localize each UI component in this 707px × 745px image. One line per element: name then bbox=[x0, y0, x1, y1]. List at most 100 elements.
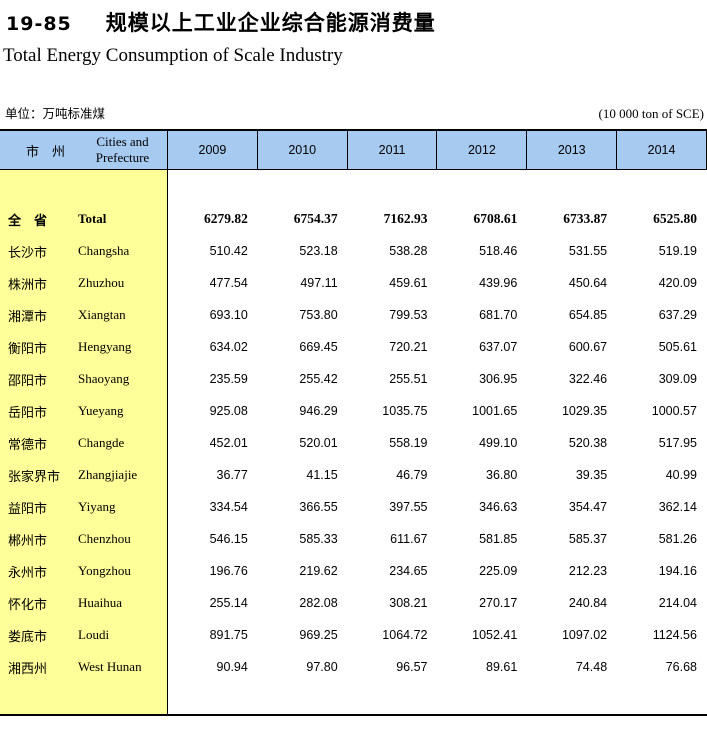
value-cell: 518.46 bbox=[479, 244, 518, 258]
row-label-en: West Hunan bbox=[78, 659, 142, 674]
row-region-cell: 郴州市 Chenzhou bbox=[0, 523, 168, 555]
value-cell: 450.64 bbox=[568, 276, 608, 290]
value-cell: 334.54 bbox=[209, 500, 248, 514]
row-label-en: Total bbox=[78, 211, 107, 226]
value-cell: 36.80 bbox=[486, 468, 518, 482]
unit-label-english: (10 000 ton of SCE) bbox=[598, 106, 704, 121]
table-row: 岳阳市 Yueyang 925.08 946.29 1035.75 1001.6… bbox=[0, 395, 707, 427]
value-cell: 611.67 bbox=[390, 532, 428, 546]
value-cell: 282.08 bbox=[299, 596, 338, 610]
energy-consumption-table: 市 州 Cities and Prefecture 2009 2010 2011… bbox=[0, 129, 707, 716]
value-cell: 477.54 bbox=[209, 276, 248, 290]
table-row: 娄底市 Loudi 891.75 969.25 1064.72 1052.41 … bbox=[0, 619, 707, 651]
value-cell: 669.45 bbox=[299, 340, 338, 354]
value-cell: 1064.72 bbox=[382, 628, 428, 642]
value-cell: 212.23 bbox=[568, 564, 608, 578]
value-cell: 309.09 bbox=[658, 372, 697, 386]
row-label-zh: 邵阳市 bbox=[8, 372, 48, 388]
row-label-zh: 湘潭市 bbox=[8, 308, 48, 324]
value-cell: 6279.82 bbox=[203, 211, 248, 226]
table-number: 19-85 bbox=[6, 13, 72, 35]
value-cell: 581.26 bbox=[658, 532, 697, 546]
value-cell: 459.61 bbox=[389, 276, 428, 290]
row-label-zh: 湘西州 bbox=[8, 660, 48, 676]
value-cell: 753.80 bbox=[299, 308, 338, 322]
value-cell: 510.42 bbox=[209, 244, 248, 258]
value-cell: 1000.57 bbox=[651, 404, 697, 418]
value-cell: 1124.56 bbox=[652, 628, 697, 642]
value-cell: 1029.35 bbox=[561, 404, 608, 418]
value-cell: 366.55 bbox=[299, 500, 338, 514]
row-region-cell: 永州市 Yongzhou bbox=[0, 555, 168, 587]
value-cell: 39.35 bbox=[575, 468, 608, 482]
value-cell: 235.59 bbox=[209, 372, 248, 386]
value-cell: 600.67 bbox=[568, 340, 608, 354]
value-cell: 1052.41 bbox=[472, 628, 518, 642]
value-cell: 519.19 bbox=[658, 244, 697, 258]
row-label-zh: 全 省 bbox=[8, 212, 48, 228]
filler-row bbox=[0, 683, 707, 714]
row-label-zh: 娄底市 bbox=[8, 628, 48, 644]
row-label-zh: 长沙市 bbox=[8, 244, 48, 260]
row-region-cell: 常德市 Changde bbox=[0, 427, 168, 459]
value-cell: 799.53 bbox=[389, 308, 428, 322]
value-cell: 196.76 bbox=[209, 564, 248, 578]
value-cell: 946.29 bbox=[299, 404, 338, 418]
table-row: 永州市 Yongzhou 196.76 219.62 234.65 225.09… bbox=[0, 555, 707, 587]
table-body: 全 省 Total 6279.82 6754.37 7162.93 6708.6… bbox=[0, 170, 707, 714]
table-row: 怀化市 Huaihua 255.14 282.08 308.21 270.17 … bbox=[0, 587, 707, 619]
title-english: Total Energy Consumption of Scale Indust… bbox=[3, 45, 343, 66]
row-label-en: Loudi bbox=[78, 627, 110, 642]
row-label-zh: 张家界市 bbox=[8, 468, 61, 484]
value-cell: 270.17 bbox=[479, 596, 518, 610]
value-cell: 681.70 bbox=[479, 308, 518, 322]
table-row: 株洲市 Zhuzhou 477.54 497.11 459.61 439.96 … bbox=[0, 267, 707, 299]
value-cell: 538.28 bbox=[389, 244, 428, 258]
table-row: 湘潭市 Xiangtan 693.10 753.80 799.53 681.70… bbox=[0, 299, 707, 331]
value-cell: 46.79 bbox=[396, 468, 428, 482]
column-header-year-2010: 2010 bbox=[258, 131, 348, 169]
row-label-zh: 岳阳市 bbox=[8, 404, 48, 420]
value-cell: 520.38 bbox=[568, 436, 608, 450]
row-label-en: Yongzhou bbox=[78, 563, 131, 578]
value-cell: 234.65 bbox=[389, 564, 428, 578]
value-cell: 397.55 bbox=[389, 500, 428, 514]
column-header-region-zh: 市 州 bbox=[26, 143, 66, 159]
value-cell: 89.61 bbox=[486, 660, 518, 674]
column-header-year-2009: 2009 bbox=[168, 131, 258, 169]
title-chinese: 规模以上工业企业综合能源消费量 bbox=[105, 11, 436, 35]
row-label-zh: 株洲市 bbox=[8, 276, 48, 292]
table-row: 衡阳市 Hengyang 634.02 669.45 720.21 637.07… bbox=[0, 331, 707, 363]
table-row: 邵阳市 Shaoyang 235.59 255.42 255.51 306.95… bbox=[0, 363, 707, 395]
column-header-region: 市 州 Cities and Prefecture bbox=[0, 131, 168, 169]
row-label-zh: 郴州市 bbox=[8, 532, 48, 548]
row-label-en: Zhangjiajie bbox=[78, 467, 138, 482]
value-cell: 255.42 bbox=[299, 372, 338, 386]
value-cell: 306.95 bbox=[479, 372, 518, 386]
value-cell: 523.18 bbox=[299, 244, 338, 258]
row-region-cell: 湘西州 West Hunan bbox=[0, 651, 168, 683]
table-row: 长沙市 Changsha 510.42 523.18 538.28 518.46… bbox=[0, 235, 707, 267]
spacer-row bbox=[0, 170, 707, 203]
value-cell: 499.10 bbox=[479, 436, 518, 450]
value-cell: 40.99 bbox=[665, 468, 697, 482]
value-cell: 439.96 bbox=[479, 276, 518, 290]
value-cell: 74.48 bbox=[575, 660, 608, 674]
value-cell: 354.47 bbox=[568, 500, 608, 514]
value-cell: 497.11 bbox=[300, 276, 338, 290]
value-cell: 1097.02 bbox=[561, 628, 608, 642]
value-cell: 634.02 bbox=[209, 340, 248, 354]
row-label-zh: 常德市 bbox=[8, 436, 48, 452]
row-label-en: Yiyang bbox=[78, 499, 116, 514]
page-title: 19-85 规模以上工业企业综合能源消费量 bbox=[0, 0, 707, 37]
unit-label-chinese: 单位：万吨标准煤 bbox=[5, 107, 106, 121]
value-cell: 240.84 bbox=[568, 596, 608, 610]
value-cell: 194.16 bbox=[658, 564, 697, 578]
table-row: 常德市 Changde 452.01 520.01 558.19 499.10 … bbox=[0, 427, 707, 459]
row-label-en: Hengyang bbox=[78, 339, 132, 354]
table-row: 益阳市 Yiyang 334.54 366.55 397.55 346.63 3… bbox=[0, 491, 707, 523]
value-cell: 517.95 bbox=[658, 436, 697, 450]
row-region-cell: 益阳市 Yiyang bbox=[0, 491, 168, 523]
value-cell: 585.37 bbox=[568, 532, 608, 546]
value-cell: 6733.87 bbox=[563, 211, 608, 226]
